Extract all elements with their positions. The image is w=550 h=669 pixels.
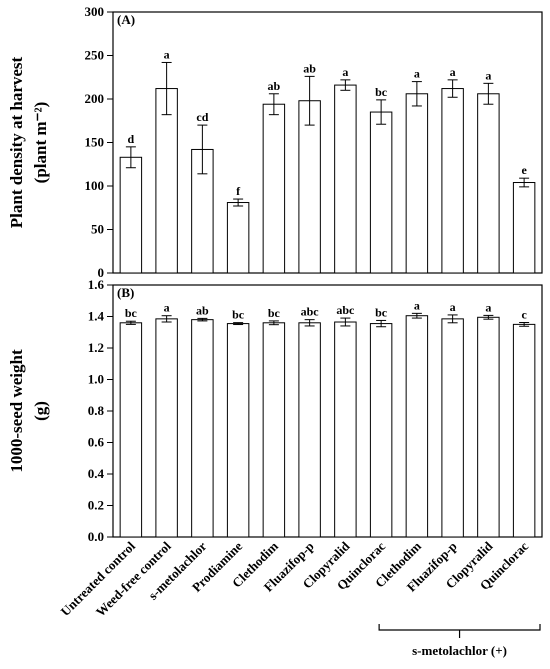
bar xyxy=(441,318,464,538)
significance-letter: a xyxy=(414,298,420,312)
significance-letter: c xyxy=(521,307,527,321)
significance-letter: a xyxy=(342,65,348,79)
y-tick-label: 1.6 xyxy=(88,277,105,292)
panel-label: (A) xyxy=(117,12,135,27)
significance-letter: d xyxy=(128,132,135,146)
y-tick-label: 1.4 xyxy=(88,309,105,324)
significance-letter: f xyxy=(236,184,241,198)
significance-letter: bc xyxy=(375,85,388,99)
y-tick-label: 0.2 xyxy=(88,498,104,513)
y-tick-label: 1.2 xyxy=(88,340,104,355)
significance-letter: a xyxy=(414,67,420,81)
bar xyxy=(262,322,286,538)
bar xyxy=(334,84,357,274)
bar xyxy=(191,319,214,538)
y-axis-title: (plant m⁻²) xyxy=(31,102,50,184)
significance-letter: bc xyxy=(232,308,245,322)
bar xyxy=(369,111,393,274)
significance-letter: bc xyxy=(375,305,388,319)
y-tick-label: 200 xyxy=(85,91,105,106)
bar xyxy=(369,323,393,538)
y-tick-label: 0 xyxy=(98,265,105,280)
bracket-label: s-metolachlor (+) xyxy=(412,643,507,658)
significance-letter: e xyxy=(521,163,527,177)
bar xyxy=(298,322,321,538)
bar xyxy=(334,321,357,538)
bar xyxy=(512,323,536,538)
significance-letter: ab xyxy=(196,303,209,317)
significance-letter: abc xyxy=(301,305,320,319)
bar xyxy=(226,202,250,274)
y-axis-title: 1000-seed weight xyxy=(7,349,26,473)
significance-letter: a xyxy=(485,68,491,82)
y-tick-label: 250 xyxy=(85,48,105,63)
significance-letter: ab xyxy=(268,79,281,93)
significance-letter: a xyxy=(164,47,170,61)
y-axis-title: (g) xyxy=(31,401,50,421)
y-tick-label: 0.0 xyxy=(88,529,104,544)
bar xyxy=(477,93,500,274)
significance-letter: abc xyxy=(336,303,355,317)
y-axis-title: Plant density at harvest xyxy=(7,56,26,228)
significance-letter: a xyxy=(450,300,456,314)
bar xyxy=(298,100,321,274)
bar xyxy=(226,323,250,538)
y-tick-label: 50 xyxy=(91,222,104,237)
bar xyxy=(441,88,464,274)
significance-letter: bc xyxy=(268,306,281,320)
significance-letter: ab xyxy=(303,61,316,75)
significance-letter: cd xyxy=(196,110,208,124)
panel-label: (B) xyxy=(117,285,134,300)
y-tick-label: 150 xyxy=(85,135,105,150)
y-tick-label: 300 xyxy=(85,4,105,19)
y-tick-label: 1.0 xyxy=(88,372,104,387)
significance-letter: bc xyxy=(125,306,138,320)
y-tick-label: 0.4 xyxy=(88,466,105,481)
bar xyxy=(119,322,143,538)
bracket xyxy=(378,624,541,638)
significance-letter: a xyxy=(164,301,170,315)
bar xyxy=(477,316,500,538)
bar xyxy=(155,88,178,274)
bar xyxy=(405,315,429,538)
bar xyxy=(512,182,536,274)
y-tick-label: 100 xyxy=(85,178,105,193)
bar xyxy=(405,93,429,274)
y-tick-label: 0.6 xyxy=(88,435,105,450)
y-tick-label: 0.8 xyxy=(88,403,105,418)
significance-letter: a xyxy=(485,300,491,314)
significance-letter: a xyxy=(450,65,456,79)
bar xyxy=(262,103,286,274)
bar xyxy=(119,156,143,274)
bar xyxy=(155,318,178,538)
